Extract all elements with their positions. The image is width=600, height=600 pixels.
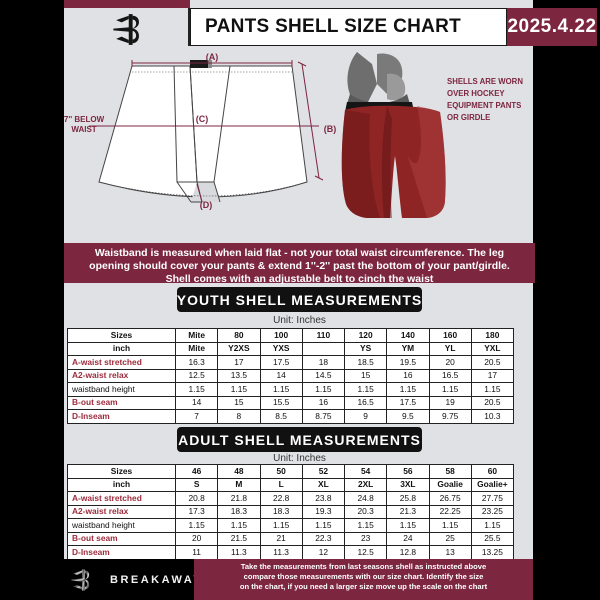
svg-text:(A): (A) [206,52,219,62]
svg-text:(D): (D) [200,200,213,210]
svg-text:(C): (C) [196,114,209,124]
svg-text:7'' BELOW: 7'' BELOW [64,115,105,124]
